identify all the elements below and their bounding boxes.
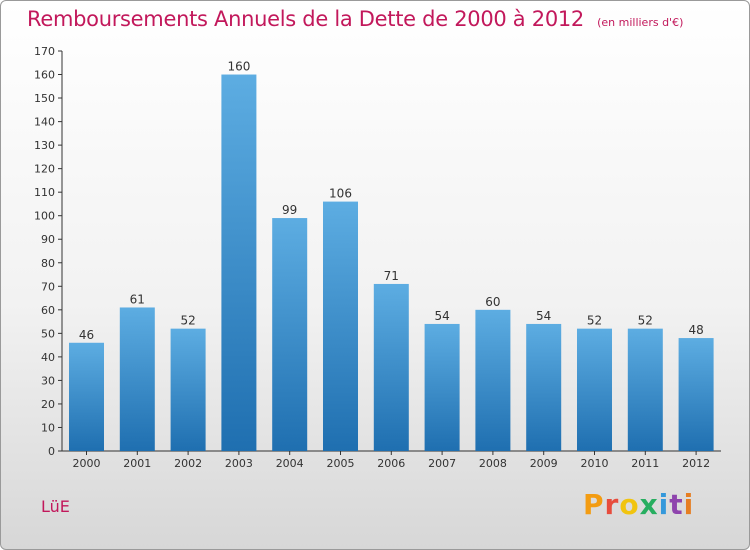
commune-name: LüE — [41, 497, 70, 516]
x-tick-label: 2005 — [327, 457, 355, 470]
value-label: 54 — [536, 309, 551, 323]
bar-2005[interactable] — [323, 201, 358, 451]
y-tick-label: 160 — [34, 69, 55, 82]
bar-2012[interactable] — [678, 338, 714, 451]
title-row: Remboursements Annuels de la Dette de 20… — [27, 7, 683, 31]
value-label: 52 — [587, 314, 602, 328]
x-tick-label: 2000 — [73, 457, 101, 470]
bars — [69, 74, 714, 451]
bar-2003[interactable] — [221, 74, 257, 451]
value-label: 160 — [227, 60, 250, 74]
value-label: 71 — [384, 269, 399, 283]
y-tick-label: 150 — [34, 92, 55, 105]
logo-letter: i — [658, 488, 670, 521]
bar-2011[interactable] — [627, 328, 663, 451]
y-tick-label: 170 — [34, 45, 55, 58]
value-label: 46 — [79, 328, 94, 342]
chart-title: Remboursements Annuels de la Dette de 20… — [27, 7, 584, 31]
y-tick-label: 50 — [41, 327, 55, 340]
y-tick-label: 60 — [41, 304, 55, 317]
bar-2007[interactable] — [424, 323, 460, 451]
bar-2004[interactable] — [272, 218, 308, 451]
y-tick-label: 10 — [41, 421, 55, 434]
logo-letter: t — [669, 488, 684, 521]
y-tick-label: 40 — [41, 351, 55, 364]
value-label: 52 — [180, 314, 195, 328]
value-label: 61 — [130, 292, 145, 306]
data-labels: 46 61 52 160 99 106 71 54 60 54 52 52 48 — [79, 60, 704, 342]
x-tick-label: 2011 — [631, 457, 659, 470]
bar-2001[interactable] — [119, 307, 155, 451]
bar-2010[interactable] — [577, 328, 612, 451]
axes: 0 10 20 30 40 50 60 70 80 90 100 110 120 130 140 150 160… — [34, 45, 721, 470]
y-tick-label: 20 — [41, 398, 55, 411]
logo-letter: P — [583, 488, 605, 521]
bar-2000[interactable] — [69, 342, 104, 451]
y-tick-label: 90 — [41, 233, 55, 246]
value-label: 54 — [434, 309, 449, 323]
y-tick-label: 110 — [34, 186, 55, 199]
y-tick-label: 30 — [41, 374, 55, 387]
bar-2002[interactable] — [170, 328, 206, 451]
x-tick-label: 2001 — [123, 457, 151, 470]
logo-letter: i — [683, 488, 695, 521]
value-label: 48 — [688, 323, 703, 337]
x-tick-label: 2004 — [276, 457, 304, 470]
x-tick-label: 2012 — [682, 457, 710, 470]
x-tick-label: 2010 — [581, 457, 609, 470]
value-label: 60 — [485, 295, 500, 309]
logo-letter: r — [604, 488, 620, 521]
chart-subtitle: (en milliers d'€) — [597, 16, 684, 29]
value-label: 106 — [329, 187, 352, 201]
x-tick-label: 2003 — [225, 457, 253, 470]
x-tick-label: 2006 — [377, 457, 405, 470]
y-tick-label: 0 — [48, 445, 55, 458]
bar-2008[interactable] — [475, 309, 511, 451]
x-tick-label: 2007 — [428, 457, 456, 470]
logo-letter: o — [619, 488, 640, 521]
bar-2006[interactable] — [373, 283, 409, 451]
y-tick-label: 130 — [34, 139, 55, 152]
y-tick-label: 80 — [41, 257, 55, 270]
proxiti-logo[interactable]: Proxiti — [583, 488, 694, 521]
x-tick-label: 2009 — [530, 457, 558, 470]
y-tick-label: 120 — [34, 163, 55, 176]
y-tick-label: 100 — [34, 210, 55, 223]
value-label: 52 — [638, 314, 653, 328]
y-tick-label: 70 — [41, 280, 55, 293]
x-tick-label: 2002 — [174, 457, 202, 470]
value-label: 99 — [282, 203, 297, 217]
logo-letter: x — [639, 488, 659, 521]
x-tick-label: 2008 — [479, 457, 507, 470]
bar-2009[interactable] — [526, 323, 562, 451]
y-tick-label: 140 — [34, 116, 55, 129]
